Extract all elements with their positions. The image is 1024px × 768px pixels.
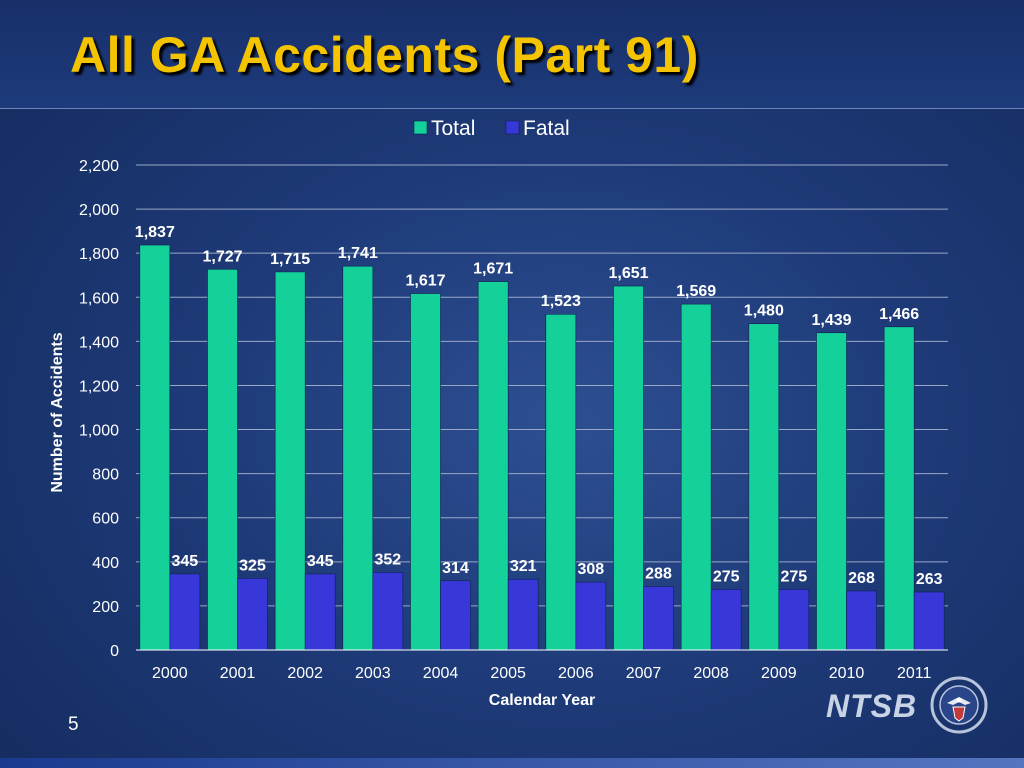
y-tick-label: 1,200 <box>79 378 119 395</box>
y-tick-label: 1,400 <box>79 334 119 351</box>
total-bar <box>477 281 509 651</box>
total-bar <box>748 323 780 651</box>
total-bar <box>545 313 577 651</box>
x-axis-title: Calendar Year <box>489 692 595 709</box>
total-bar <box>410 293 441 651</box>
y-tick-label: 1,600 <box>79 290 119 307</box>
y-tick-label: 400 <box>92 555 119 572</box>
x-tick-label: 2000 <box>152 665 188 682</box>
total-data-label: 1,651 <box>608 265 648 282</box>
total-data-label: 1,439 <box>811 312 851 329</box>
legend-swatch-fatal <box>505 120 520 135</box>
y-tick-label: 800 <box>92 467 119 484</box>
total-bar <box>207 268 238 651</box>
gridlines <box>136 164 948 651</box>
x-tick-label: 2005 <box>490 665 526 682</box>
total-bar <box>139 244 171 651</box>
bars <box>139 244 945 651</box>
fatal-data-label: 325 <box>239 557 266 574</box>
total-bar <box>883 326 915 651</box>
fatal-bar <box>913 591 945 651</box>
total-data-label: 1,671 <box>473 261 513 278</box>
x-tick-label: 2007 <box>626 665 662 682</box>
data-labels: 1,837 345 1,727 325 1,715 345 1,741 352 1,617 314… <box>135 224 943 588</box>
fatal-data-label: 275 <box>713 568 740 585</box>
fatal-bar <box>237 578 268 651</box>
fatal-data-label: 288 <box>645 566 672 583</box>
total-bar <box>816 332 847 651</box>
ntsb-seal-icon <box>930 676 988 734</box>
x-tick-label: 2001 <box>220 665 256 682</box>
x-tick-label: 2010 <box>829 665 865 682</box>
y-tick-label: 2,200 <box>79 158 119 175</box>
fatal-bar <box>440 580 471 651</box>
fatal-data-label: 314 <box>442 560 469 577</box>
fatal-bar <box>710 589 742 651</box>
bottom-bar <box>0 758 1024 768</box>
y-tick-label: 600 <box>92 511 119 528</box>
y-tick-label: 2,000 <box>79 202 119 219</box>
x-tick-label: 2008 <box>693 665 729 682</box>
total-bar <box>274 271 306 651</box>
x-tick-label: 2003 <box>355 665 391 682</box>
fatal-data-label: 345 <box>171 553 198 570</box>
total-data-label: 1,837 <box>135 224 175 241</box>
y-axis-title: Number of Accidents <box>49 332 66 492</box>
fatal-data-label: 352 <box>374 551 401 568</box>
fatal-bar <box>507 578 539 651</box>
fatal-bar <box>304 573 336 651</box>
fatal-bar <box>778 589 810 651</box>
fatal-bar <box>372 572 404 651</box>
fatal-bar <box>846 590 877 651</box>
fatal-bar <box>169 573 201 651</box>
legend-label-total: Total <box>431 117 475 140</box>
fatal-data-label: 263 <box>916 571 943 588</box>
x-tick-label: 2002 <box>287 665 323 682</box>
y-tick-label: 1,800 <box>79 246 119 263</box>
y-tick-label: 0 <box>110 643 119 660</box>
total-data-label: 1,727 <box>202 248 242 265</box>
total-data-label: 1,523 <box>541 293 581 310</box>
fatal-bar <box>643 586 674 651</box>
fatal-data-label: 345 <box>307 553 334 570</box>
page-number: 5 <box>68 714 79 735</box>
total-data-label: 1,617 <box>405 273 445 290</box>
y-axis-ticks: 0 200 400 600 800 1,000 1,200 1,400 1,600 1,800 2,… <box>79 158 119 660</box>
title-band <box>0 0 1024 108</box>
total-data-label: 1,569 <box>676 283 716 300</box>
x-tick-label: 2011 <box>897 665 932 682</box>
slide-title: All GA Accidents (Part 91) <box>70 27 699 83</box>
legend-swatch-total <box>413 120 428 135</box>
total-data-label: 1,466 <box>879 306 919 323</box>
title-divider <box>0 108 1024 109</box>
total-data-label: 1,715 <box>270 251 310 268</box>
total-bar <box>680 303 712 651</box>
ntsb-logo-text: NTSB <box>826 688 918 724</box>
legend-label-fatal: Fatal <box>523 117 570 140</box>
y-tick-label: 1,000 <box>79 423 119 440</box>
x-axis-ticks: 2000 2001 2002 2003 2004 2005 2006 2007 2008 2009… <box>152 665 931 682</box>
fatal-data-label: 321 <box>510 558 537 575</box>
x-tick-label: 2009 <box>761 665 797 682</box>
legend: Total Fatal <box>413 117 570 140</box>
y-tick-label: 200 <box>92 599 119 616</box>
fatal-data-label: 308 <box>577 561 604 578</box>
total-data-label: 1,480 <box>744 303 784 320</box>
total-data-label: 1,741 <box>338 245 378 262</box>
total-bar <box>613 285 644 651</box>
x-tick-label: 2004 <box>423 665 459 682</box>
fatal-bar <box>575 581 607 651</box>
x-tick-label: 2006 <box>558 665 594 682</box>
fatal-data-label: 268 <box>848 570 875 587</box>
total-bar <box>342 265 374 651</box>
fatal-data-label: 275 <box>780 568 807 585</box>
